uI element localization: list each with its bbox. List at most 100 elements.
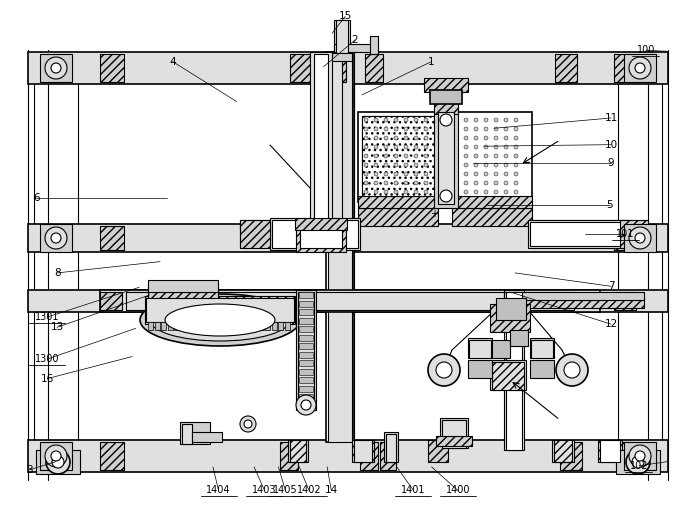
Bar	[28, 440, 668, 472]
Bar	[265, 322, 270, 330]
Text: 1402: 1402	[296, 485, 322, 496]
Circle shape	[464, 145, 468, 149]
Bar	[180, 322, 186, 330]
Circle shape	[414, 154, 418, 158]
Circle shape	[404, 145, 408, 149]
Ellipse shape	[165, 304, 275, 336]
Bar	[354, 440, 372, 462]
Circle shape	[484, 127, 488, 131]
Bar	[299, 326, 313, 332]
Bar	[434, 100, 458, 114]
Bar	[299, 368, 313, 374]
Circle shape	[404, 118, 408, 122]
Circle shape	[414, 127, 418, 131]
Circle shape	[635, 233, 645, 243]
Circle shape	[404, 181, 408, 185]
Bar	[424, 78, 468, 92]
Bar	[40, 224, 72, 252]
Bar	[246, 322, 251, 330]
Bar	[504, 296, 644, 308]
Circle shape	[414, 190, 418, 194]
Circle shape	[384, 163, 388, 167]
Circle shape	[474, 163, 478, 167]
Circle shape	[424, 163, 428, 167]
Circle shape	[454, 136, 458, 140]
Circle shape	[364, 172, 368, 176]
Bar	[528, 220, 628, 248]
Circle shape	[414, 118, 418, 122]
Circle shape	[635, 63, 645, 73]
Bar	[442, 420, 466, 448]
Circle shape	[394, 136, 398, 140]
Circle shape	[52, 456, 64, 468]
Bar	[296, 290, 316, 410]
Bar	[358, 196, 438, 208]
Bar	[145, 296, 295, 324]
Bar	[452, 208, 532, 226]
Bar	[360, 442, 378, 470]
Bar	[490, 360, 526, 390]
Circle shape	[504, 181, 508, 185]
Circle shape	[504, 136, 508, 140]
Circle shape	[46, 450, 70, 474]
Circle shape	[394, 172, 398, 176]
Bar	[434, 108, 458, 208]
Bar	[240, 220, 358, 230]
Bar	[624, 224, 656, 252]
Circle shape	[404, 190, 408, 194]
Bar	[299, 403, 313, 408]
Circle shape	[424, 118, 428, 122]
Circle shape	[374, 118, 378, 122]
Circle shape	[394, 163, 398, 167]
Bar	[155, 322, 159, 330]
Bar	[614, 54, 636, 82]
Circle shape	[474, 127, 478, 131]
Circle shape	[414, 172, 418, 176]
Bar	[600, 440, 620, 462]
Circle shape	[454, 190, 458, 194]
Bar	[271, 322, 276, 330]
Bar	[28, 224, 668, 252]
Circle shape	[504, 190, 508, 194]
Circle shape	[296, 395, 316, 415]
Bar	[193, 322, 198, 330]
Bar	[560, 442, 582, 470]
Text: 3: 3	[26, 465, 33, 475]
Circle shape	[629, 227, 651, 249]
Bar	[452, 196, 532, 208]
Bar	[299, 385, 313, 391]
Circle shape	[414, 145, 418, 149]
Bar	[36, 450, 80, 474]
Bar	[616, 442, 638, 470]
Circle shape	[384, 190, 388, 194]
Circle shape	[504, 172, 508, 176]
Bar	[168, 322, 173, 330]
Bar	[299, 334, 313, 341]
Text: 7: 7	[608, 281, 615, 291]
Text: 1: 1	[428, 56, 435, 67]
Circle shape	[504, 163, 508, 167]
Ellipse shape	[150, 299, 290, 341]
Circle shape	[374, 172, 378, 176]
Bar	[330, 54, 342, 242]
Circle shape	[404, 154, 408, 158]
Bar	[552, 440, 574, 462]
Circle shape	[384, 136, 388, 140]
Bar	[28, 52, 668, 84]
Circle shape	[484, 154, 488, 158]
Circle shape	[424, 136, 428, 140]
Circle shape	[454, 127, 458, 131]
Circle shape	[629, 445, 651, 467]
Circle shape	[384, 145, 388, 149]
Circle shape	[514, 163, 518, 167]
Bar	[100, 54, 124, 82]
Circle shape	[374, 163, 378, 167]
Bar	[468, 338, 492, 358]
Circle shape	[474, 154, 478, 158]
Bar	[530, 222, 626, 246]
Bar	[362, 116, 434, 198]
Circle shape	[514, 127, 518, 131]
Text: 5: 5	[606, 200, 613, 210]
Circle shape	[464, 190, 468, 194]
Circle shape	[454, 172, 458, 176]
